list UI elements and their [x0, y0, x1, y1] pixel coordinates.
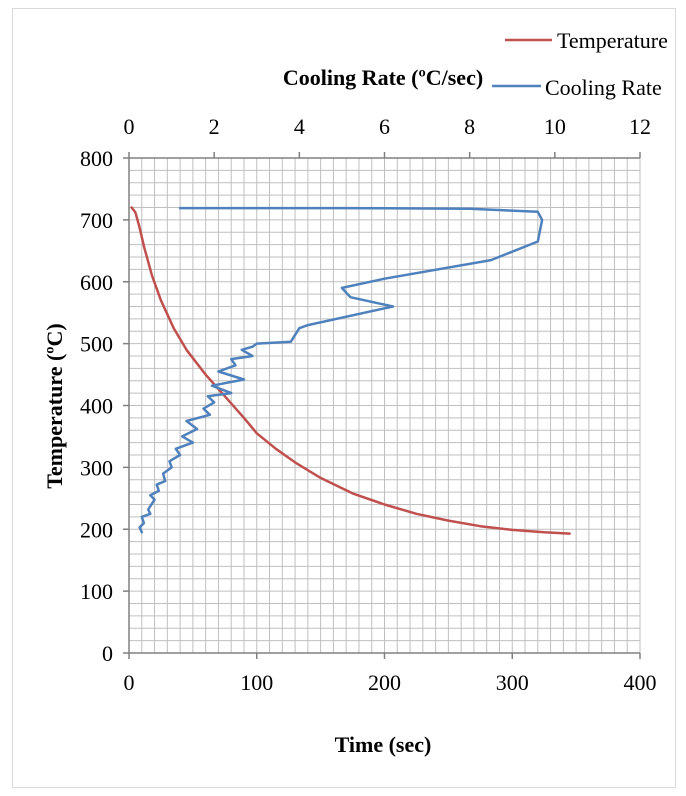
x-top-tick-label: 8 — [464, 114, 475, 139]
legend: Temperature Cooling Rate — [492, 28, 668, 100]
series-line-temperature — [130, 206, 571, 535]
x-top-tick-label: 10 — [544, 114, 566, 139]
chart-frame — [12, 8, 676, 788]
x-top-tick-label: 4 — [294, 114, 305, 139]
axes — [123, 152, 641, 659]
legend-label-temperature: Temperature — [557, 28, 668, 53]
x-bottom-tick-label: 100 — [240, 670, 273, 695]
x-bottom-tick-label: 200 — [368, 670, 401, 695]
y-tick-label: 200 — [80, 517, 113, 542]
bottom-axis-title: Time (sec) — [335, 732, 432, 757]
y-axis-title: Temperature (ºC) — [42, 323, 67, 489]
tick-labels: 0 100 200 300 400 500 600 700 800 0 100 200 300 400 0 2… — [80, 114, 657, 695]
y-tick-label: 300 — [80, 455, 113, 480]
legend-label-cooling-rate: Cooling Rate — [545, 75, 662, 100]
x-bottom-tick-label: 300 — [496, 670, 529, 695]
y-tick-label: 700 — [80, 208, 113, 233]
x-top-tick-label: 6 — [379, 114, 390, 139]
x-top-tick-label: 12 — [629, 114, 651, 139]
y-tick-label: 0 — [102, 641, 113, 666]
series-lines — [130, 206, 571, 535]
series-line-cooling-rate — [138, 206, 544, 534]
x-top-tick-label: 0 — [124, 114, 135, 139]
top-axis-title: Cooling Rate (ºC/sec) — [283, 65, 483, 90]
y-tick-label: 600 — [80, 270, 113, 295]
gridlines — [128, 157, 641, 654]
y-tick-label: 400 — [80, 394, 113, 419]
y-tick-label: 800 — [80, 146, 113, 171]
y-tick-label: 100 — [80, 579, 113, 604]
x-top-tick-label: 2 — [209, 114, 220, 139]
x-bottom-tick-label: 0 — [124, 670, 135, 695]
y-tick-label: 500 — [80, 332, 113, 357]
x-bottom-tick-label: 400 — [624, 670, 657, 695]
